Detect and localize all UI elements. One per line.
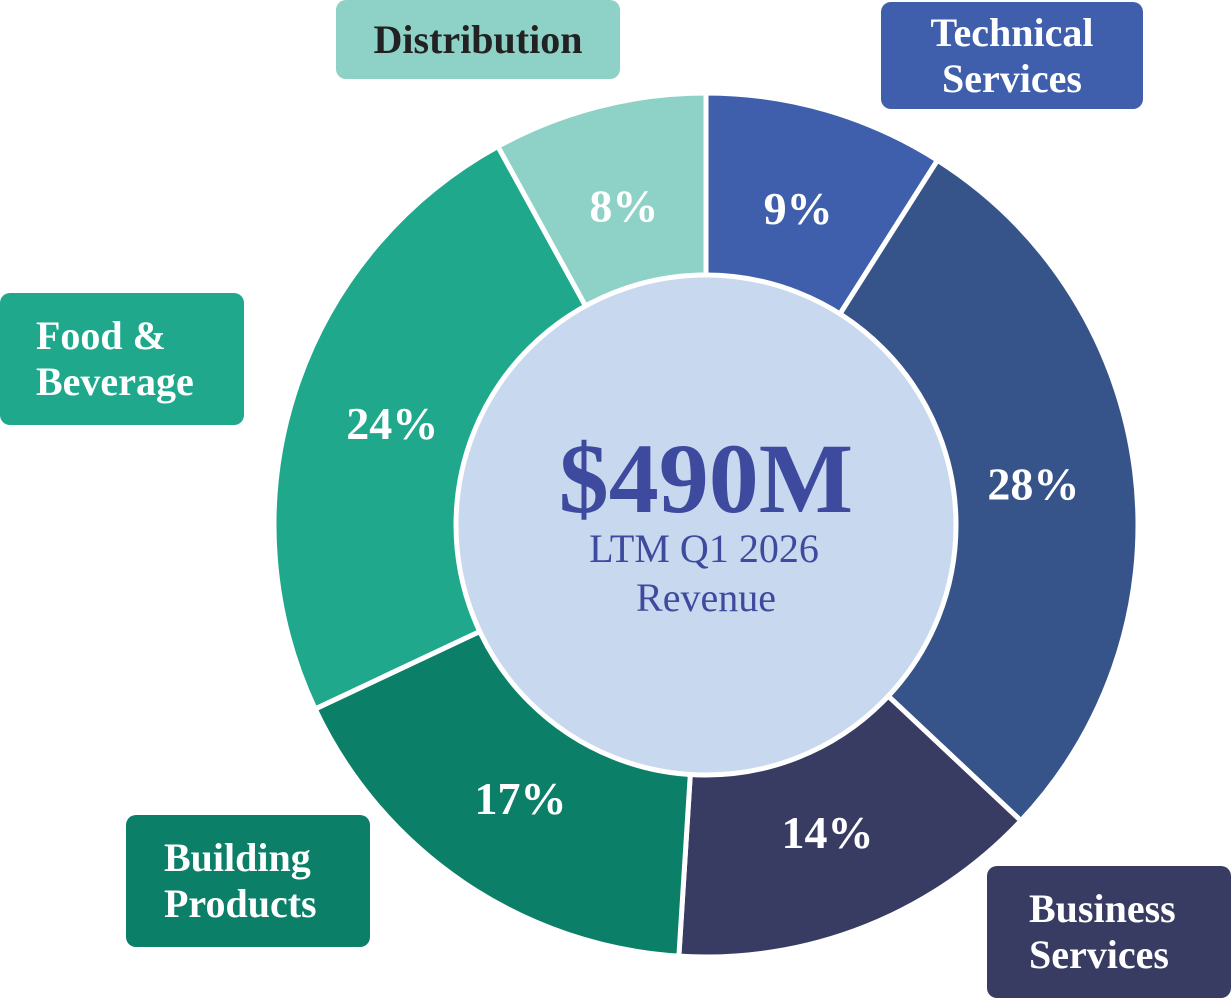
slice-percent-label-3: 17% [475, 773, 567, 824]
slice-percent-label-1: 28% [987, 459, 1079, 510]
slice-percent-label-5: 8% [589, 180, 658, 231]
center-value: $490M [559, 423, 853, 534]
callout-food-line1: Food & [36, 313, 166, 358]
slice-percent-label-2: 14% [782, 807, 874, 858]
callout-food-beverage: Food & Beverage [0, 293, 244, 425]
callout-business-line1: Business [1029, 886, 1176, 931]
callout-building-line1: Building [164, 835, 311, 880]
callout-business-line2: Services [1029, 932, 1169, 977]
callout-building-products: Building Products [126, 815, 370, 947]
callout-building-line2: Products [164, 881, 317, 926]
center-hole [453, 272, 959, 778]
callout-technical-line1: Technical [930, 9, 1094, 55]
callout-distribution-line1: Distribution [373, 16, 583, 62]
callout-business-services: Business Services [987, 866, 1231, 998]
slice-percent-label-0: 9% [764, 183, 833, 234]
slice-labels: 9% 28% 14% 17% 24% 8% [346, 180, 1079, 857]
callout-distribution: Distribution [336, 0, 620, 79]
slice-percent-label-4: 24% [346, 398, 438, 449]
center-subtitle-line1: LTM Q1 2026 [589, 526, 819, 571]
center-subtitle-line2: Revenue [636, 575, 776, 620]
callout-technical-services: Technical Services [881, 2, 1143, 109]
callout-technical-line2: Services [942, 55, 1082, 101]
callout-food-line2: Beverage [36, 359, 194, 404]
